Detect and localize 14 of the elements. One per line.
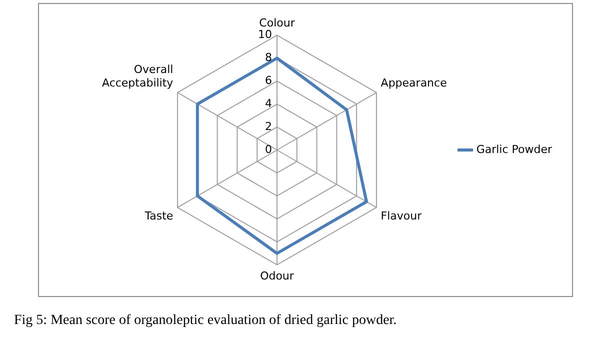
y-tick-label: 2 xyxy=(265,120,272,133)
spoke-label: Flavour xyxy=(380,209,422,222)
spoke-label: Overall Acceptability xyxy=(102,63,174,90)
spoke-label: Appearance xyxy=(380,76,448,90)
y-tick-label: 10 xyxy=(258,28,272,42)
spoke-label: Odour xyxy=(260,269,294,282)
y-tick-label: 0 xyxy=(265,142,272,156)
legend-label: Garlic Powder xyxy=(476,142,552,156)
spoke-label: Taste xyxy=(144,209,174,222)
y-tick-label: 4 xyxy=(265,96,272,110)
y-tick-label: 6 xyxy=(265,74,272,87)
y-tick-label: 8 xyxy=(265,50,272,64)
caption: Fig 5: Mean score of organoleptic evaluation of dried garlic powder. xyxy=(14,313,397,329)
spoke-label: Colour xyxy=(259,16,296,30)
